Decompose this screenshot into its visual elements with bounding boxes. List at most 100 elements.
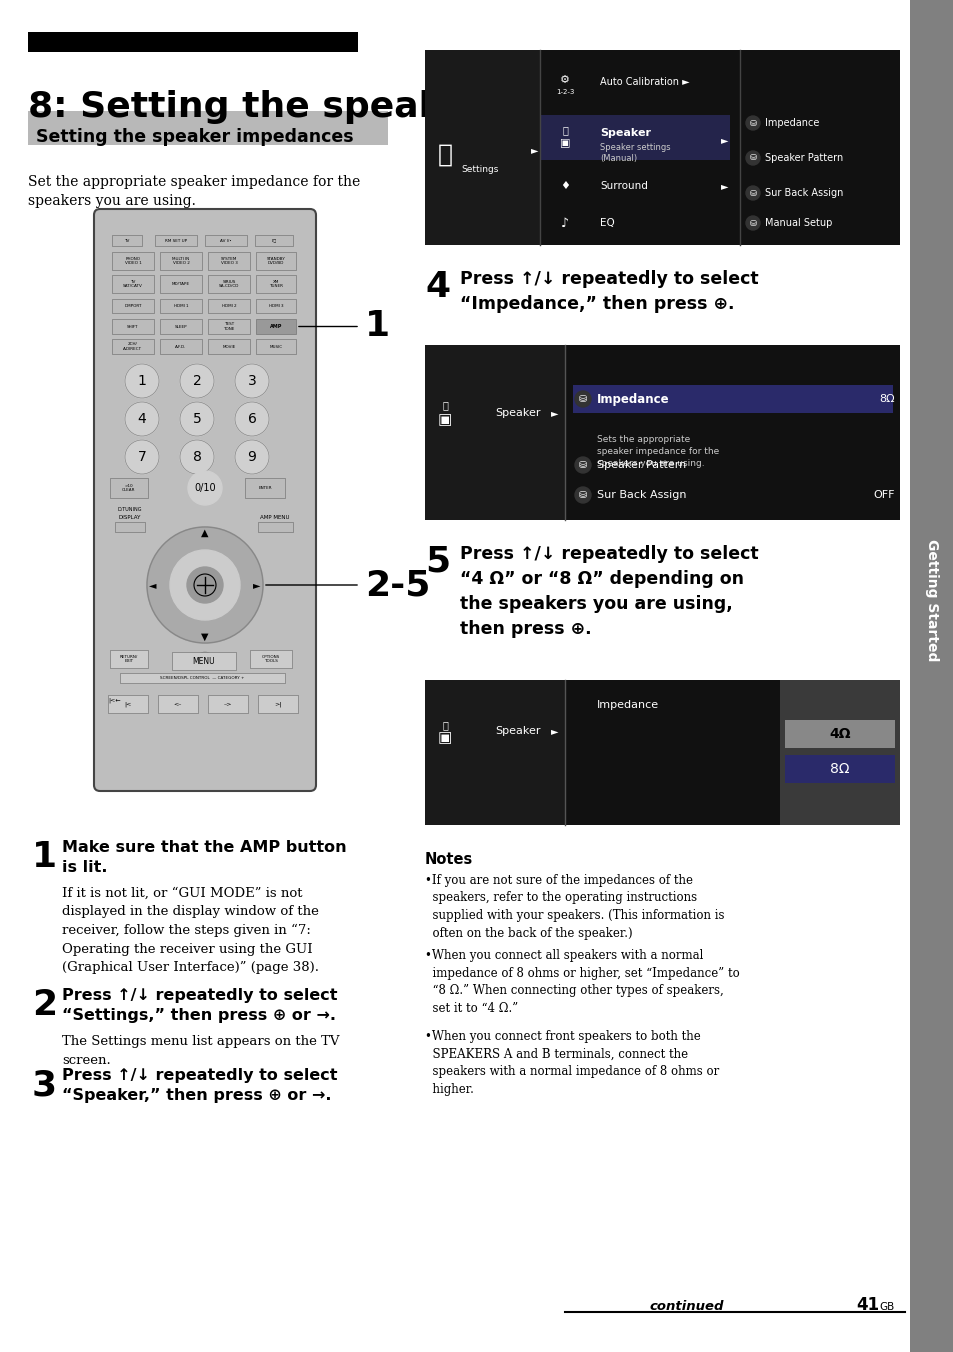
Text: The Settings menu list appears on the TV
screen.: The Settings menu list appears on the TV…	[62, 1036, 339, 1067]
Bar	[160, 251, 202, 270]
Text: HDMI 1: HDMI 1	[173, 304, 188, 308]
Bar	[120, 673, 285, 683]
Circle shape	[234, 364, 269, 397]
Bar	[255, 251, 295, 270]
Text: ⛋: ⛋	[561, 124, 567, 135]
Text: Speaker: Speaker	[599, 128, 650, 138]
Text: 3: 3	[32, 1068, 57, 1102]
Bar	[160, 339, 202, 354]
Text: Make sure that the AMP button
is lit.: Make sure that the AMP button is lit.	[62, 840, 346, 875]
Bar	[424, 680, 564, 825]
Bar	[424, 50, 539, 245]
Bar	[110, 650, 148, 668]
Text: •When you connect front speakers to both the
  SPEAKERS A and B terminals, conne: •When you connect front speakers to both…	[424, 1030, 719, 1095]
Text: If it is not lit, or “GUI MODE” is not
displayed in the display window of the
re: If it is not lit, or “GUI MODE” is not d…	[62, 887, 318, 975]
Text: RM SET UP: RM SET UP	[165, 238, 187, 242]
Text: ⛁: ⛁	[749, 154, 756, 162]
Bar	[112, 251, 153, 270]
Text: RETURN/
EXIT: RETURN/ EXIT	[120, 654, 138, 664]
Text: MUSIC: MUSIC	[269, 345, 282, 349]
Text: 2CH/
A.DIRECT: 2CH/ A.DIRECT	[123, 342, 142, 350]
Bar	[208, 339, 250, 354]
Text: 5: 5	[193, 412, 201, 426]
Text: ◄: ◄	[149, 580, 156, 589]
Text: GB: GB	[878, 1302, 893, 1311]
Circle shape	[125, 402, 159, 435]
Text: DMPORT: DMPORT	[124, 304, 142, 308]
Text: Impedance: Impedance	[764, 118, 819, 128]
Bar	[154, 235, 196, 246]
Text: PHONO
VIDEO 1: PHONO VIDEO 1	[125, 257, 141, 265]
Text: continued: continued	[649, 1301, 723, 1313]
Bar	[208, 251, 250, 270]
Bar	[909, 0, 953, 1352]
Bar	[28, 111, 388, 145]
Text: ►: ►	[720, 135, 728, 145]
Text: 6: 6	[247, 412, 256, 426]
Circle shape	[745, 116, 760, 130]
Text: Settings: Settings	[461, 165, 498, 174]
Text: ⛁: ⛁	[749, 119, 756, 127]
Bar	[112, 299, 153, 314]
FancyBboxPatch shape	[94, 210, 315, 791]
Bar	[539, 115, 729, 160]
Text: Sur Back Assign: Sur Back Assign	[597, 489, 686, 500]
Bar	[112, 274, 153, 293]
Text: MOVIE: MOVIE	[222, 345, 235, 349]
Text: <–: <–	[173, 702, 182, 707]
Text: ►: ►	[531, 145, 538, 155]
Text: ▼: ▼	[201, 631, 209, 642]
Bar	[784, 754, 894, 783]
Text: 8: Setting the speakers: 8: Setting the speakers	[28, 91, 505, 124]
Text: ▣: ▣	[437, 730, 452, 745]
Text: AMP MENU: AMP MENU	[260, 515, 290, 521]
Bar	[172, 652, 235, 671]
Text: SLEEP: SLEEP	[174, 324, 187, 329]
Text: 1: 1	[365, 310, 390, 343]
Circle shape	[188, 470, 222, 506]
Bar	[112, 319, 153, 334]
Circle shape	[575, 457, 590, 473]
Text: Press ↑/↓ repeatedly to select
“Impedance,” then press ⊕.: Press ↑/↓ repeatedly to select “Impedanc…	[459, 270, 758, 314]
Text: I/⏻: I/⏻	[272, 238, 276, 242]
Bar	[108, 695, 148, 713]
Text: •If you are not sure of the impedances of the
  speakers, refer to the operating: •If you are not sure of the impedances o…	[424, 873, 723, 940]
Text: 5: 5	[424, 545, 450, 579]
Text: OFF: OFF	[873, 489, 894, 500]
Bar	[160, 299, 202, 314]
Text: SCREEN/DSPL CONTROL  — CATEGORY +: SCREEN/DSPL CONTROL — CATEGORY +	[160, 676, 245, 680]
Text: Speaker: Speaker	[495, 726, 540, 735]
Text: OPTIONS
TOOLS: OPTIONS TOOLS	[262, 654, 280, 664]
Bar	[424, 680, 899, 825]
Text: >10
CLEAR: >10 CLEAR	[122, 484, 135, 492]
Circle shape	[234, 402, 269, 435]
Text: Auto Calibration ►: Auto Calibration ►	[599, 77, 689, 87]
Text: 1-2-3: 1-2-3	[556, 89, 574, 95]
Bar	[424, 50, 899, 245]
Text: XM
TUNER: XM TUNER	[269, 280, 283, 288]
Bar	[208, 695, 248, 713]
Bar	[208, 274, 250, 293]
Bar	[780, 680, 899, 825]
Text: Speaker: Speaker	[495, 408, 540, 418]
Bar	[784, 721, 894, 748]
Bar	[28, 32, 357, 51]
Text: ⛁: ⛁	[578, 460, 586, 470]
Circle shape	[147, 527, 263, 644]
Text: Impedance: Impedance	[597, 392, 669, 406]
Text: TEST
TONE: TEST TONE	[223, 322, 234, 331]
Text: TV: TV	[124, 238, 130, 242]
Text: ▣: ▣	[437, 412, 452, 427]
Text: 0/10: 0/10	[194, 483, 215, 493]
Text: TV
SAT/CATV: TV SAT/CATV	[123, 280, 143, 288]
Text: SYSTEM
VIDEO 3: SYSTEM VIDEO 3	[220, 257, 237, 265]
Text: ⛁: ⛁	[578, 393, 586, 404]
Text: ⛋: ⛋	[437, 143, 452, 168]
Text: 8: 8	[193, 450, 201, 464]
Text: Speaker Pattern: Speaker Pattern	[764, 153, 842, 164]
Bar	[255, 299, 295, 314]
Bar	[112, 339, 153, 354]
Text: 1: 1	[137, 375, 146, 388]
Bar	[245, 479, 285, 498]
Text: (Manual): (Manual)	[599, 154, 637, 164]
